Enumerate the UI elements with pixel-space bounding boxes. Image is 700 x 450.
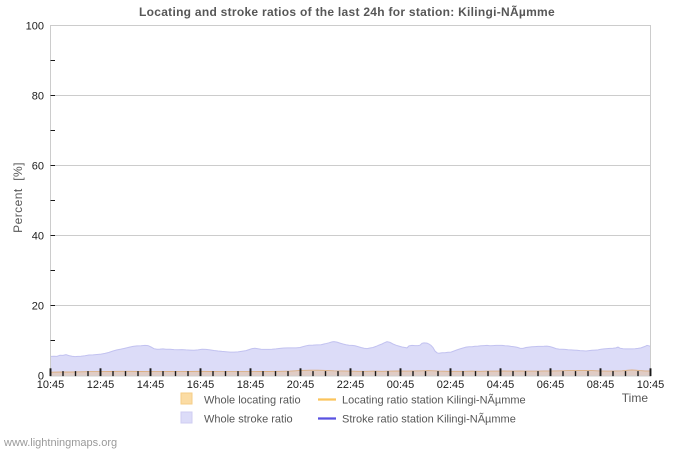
svg-text:16:45: 16:45 xyxy=(187,379,215,391)
svg-text:www.lightningmaps.org: www.lightningmaps.org xyxy=(3,437,117,449)
svg-text:10:45: 10:45 xyxy=(37,379,65,391)
svg-text:0: 0 xyxy=(38,370,44,382)
svg-text:Locating ratio station Kilingi: Locating ratio station Kilingi-NÃµmme xyxy=(342,394,526,407)
svg-text:60: 60 xyxy=(32,160,44,172)
svg-text:Locating and stroke ratios of: Locating and stroke ratios of the last 2… xyxy=(139,4,555,19)
svg-text:40: 40 xyxy=(32,230,44,242)
svg-text:10:45: 10:45 xyxy=(637,379,665,391)
svg-text:80: 80 xyxy=(32,90,44,102)
svg-text:Time: Time xyxy=(622,391,649,405)
svg-text:02:45: 02:45 xyxy=(437,379,465,391)
svg-text:Whole locating ratio: Whole locating ratio xyxy=(204,395,301,407)
svg-text:12:45: 12:45 xyxy=(87,379,115,391)
svg-text:08:45: 08:45 xyxy=(587,379,615,391)
svg-text:04:45: 04:45 xyxy=(487,379,515,391)
svg-text:100: 100 xyxy=(26,20,44,32)
svg-text:Whole stroke ratio: Whole stroke ratio xyxy=(204,414,293,426)
svg-text:Stroke ratio station Kilingi-N: Stroke ratio station Kilingi-NÃµmme xyxy=(342,413,516,426)
svg-text:20: 20 xyxy=(32,300,44,312)
svg-text:18:45: 18:45 xyxy=(237,379,265,391)
svg-text:22:45: 22:45 xyxy=(337,379,365,391)
svg-text:Percent [%]: Percent [%] xyxy=(11,162,25,233)
svg-text:06:45: 06:45 xyxy=(537,379,565,391)
svg-text:14:45: 14:45 xyxy=(137,379,165,391)
svg-text:00:45: 00:45 xyxy=(387,379,415,391)
svg-text:20:45: 20:45 xyxy=(287,379,315,391)
